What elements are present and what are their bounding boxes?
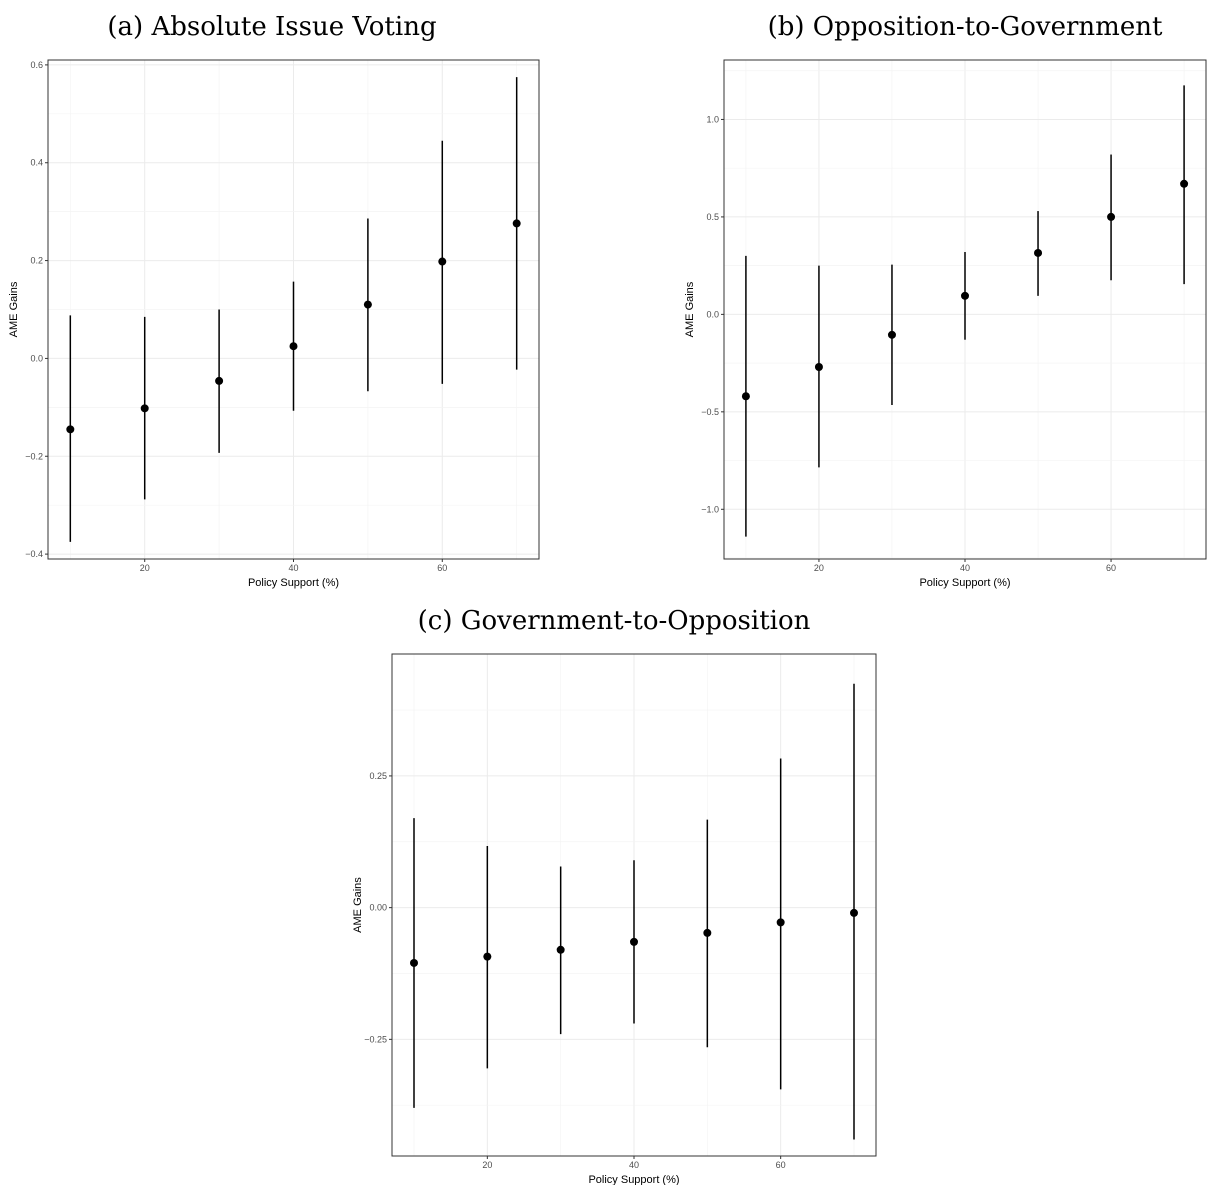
data-marks xyxy=(410,683,858,1140)
estimate-point xyxy=(1107,212,1116,221)
chart-panel-2: (b) Opposition-to-Government 20 40 60 −1.0 −0… xyxy=(684,12,1207,589)
x-tick-label: 60 xyxy=(1106,563,1116,573)
estimate-point xyxy=(630,937,638,946)
panel-title: (a) Absolute Issue Voting xyxy=(107,12,436,42)
estimate-point xyxy=(140,404,149,413)
y-axis-label: AME Gains xyxy=(352,877,364,933)
panel-title: (c) Government-to-Opposition xyxy=(418,606,811,636)
estimate-point xyxy=(215,376,224,385)
x-axis-label: Policy Support (%) xyxy=(588,1174,679,1185)
y-tick-label: 0.25 xyxy=(369,771,387,781)
estimate-point xyxy=(703,928,712,937)
estimate-point xyxy=(1180,179,1189,188)
estimate-point xyxy=(289,342,298,351)
panel-title: (b) Opposition-to-Government xyxy=(768,12,1163,42)
y-tick-label: 0.4 xyxy=(30,158,43,168)
y-tick-label: −0.25 xyxy=(364,1034,387,1044)
x-tick-label: 20 xyxy=(140,563,150,573)
x-tick-label: 60 xyxy=(776,1160,786,1170)
y-tick-label: 0.0 xyxy=(706,309,719,319)
x-tick-label: 40 xyxy=(288,563,298,573)
y-tick-label: −0.5 xyxy=(701,407,719,417)
estimate-point xyxy=(887,330,896,339)
estimate-point xyxy=(66,425,75,434)
y-tick-label: 0.5 xyxy=(706,212,719,222)
estimate-point xyxy=(363,300,372,309)
y-tick-label: 0.2 xyxy=(30,256,43,266)
x-axis-label: Policy Support (%) xyxy=(919,577,1010,589)
estimate-point xyxy=(961,291,969,300)
y-axis-label: AME Gains xyxy=(8,281,20,337)
y-tick-label: 0.0 xyxy=(30,353,43,363)
estimate-point xyxy=(814,363,823,372)
y-tick-label: −1.0 xyxy=(701,504,719,514)
x-tick-label: 20 xyxy=(814,563,824,573)
estimate-point xyxy=(776,918,785,927)
chart-panel-3: (c) Government-to-Opposition 20 40 60 −0.25 0… xyxy=(352,606,877,1185)
estimate-point xyxy=(512,219,521,228)
estimate-point xyxy=(1034,248,1043,257)
chart-panel-1: (a) Absolute Issue Voting 20 40 60 −0.4 −0.2 0… xyxy=(8,12,540,589)
estimate-point xyxy=(483,952,492,961)
y-tick-label: 0.00 xyxy=(369,903,387,913)
x-tick-label: 40 xyxy=(629,1160,639,1170)
data-marks xyxy=(741,85,1189,537)
estimate-point xyxy=(556,945,565,954)
estimate-point xyxy=(741,392,750,401)
y-tick-label: −0.4 xyxy=(25,549,43,559)
estimate-point xyxy=(850,908,858,917)
data-marks xyxy=(66,77,521,542)
y-tick-label: 0.6 xyxy=(30,60,43,70)
y-axis-label: AME Gains xyxy=(684,281,696,337)
estimate-point xyxy=(410,958,418,967)
x-axis-label: Policy Support (%) xyxy=(248,577,339,589)
y-tick-label: 1.0 xyxy=(706,114,719,124)
y-tick-label: −0.2 xyxy=(25,451,43,461)
estimate-point xyxy=(438,257,447,266)
x-tick-label: 60 xyxy=(437,563,447,573)
x-tick-label: 20 xyxy=(482,1160,492,1170)
x-tick-label: 40 xyxy=(960,563,970,573)
